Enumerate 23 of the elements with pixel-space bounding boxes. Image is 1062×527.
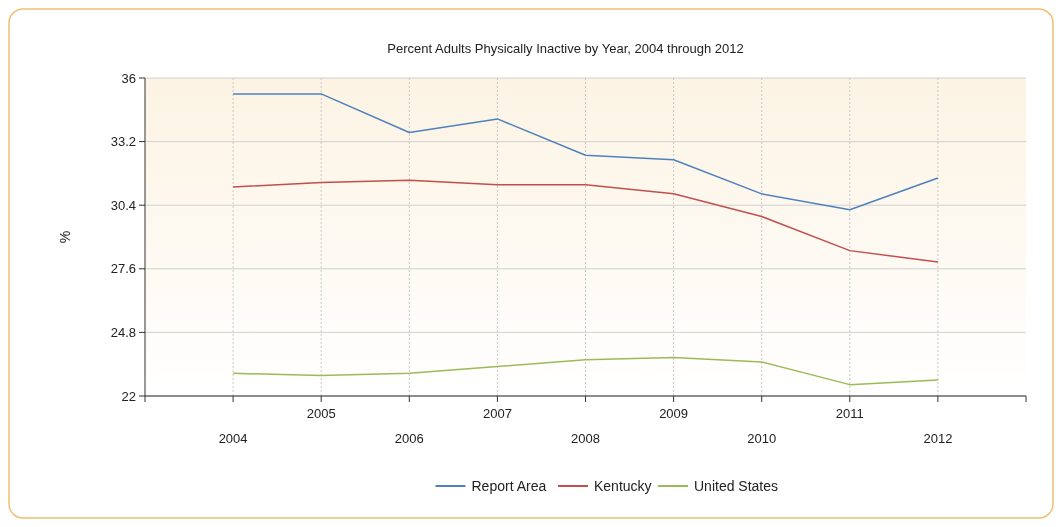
- line-series: [232, 179, 939, 263]
- legend-label: United States: [694, 477, 779, 494]
- x-tick-label: 2004: [218, 431, 248, 446]
- y-axis-title: %: [57, 230, 73, 244]
- x-tick-label: 2010: [747, 431, 777, 446]
- y-tick-label: 27.6: [110, 261, 136, 277]
- x-tick-label: 2009: [659, 406, 689, 421]
- x-tick-label: 2006: [394, 431, 424, 446]
- legend-label: Report Area: [471, 477, 547, 494]
- y-tick-label: 30.4: [110, 197, 136, 213]
- x-tick-label: 2011: [835, 406, 864, 421]
- x-tick-label: 2007: [482, 406, 512, 421]
- y-tick-label: 33.2: [110, 134, 136, 150]
- chart-title: Percent Adults Physically Inactive by Year, 2004 through 2012: [387, 41, 744, 56]
- x-tick-label: 2005: [306, 406, 336, 421]
- y-tick-label: 22: [121, 388, 136, 404]
- line-series: [232, 356, 939, 386]
- x-tick-label: 2008: [571, 431, 600, 446]
- y-tick-label: 24.8: [110, 324, 136, 340]
- y-tick-label: 36: [121, 70, 136, 86]
- x-tick-label: 2012: [923, 431, 953, 446]
- line-series: [232, 93, 939, 211]
- legend-label: Kentucky: [594, 477, 652, 494]
